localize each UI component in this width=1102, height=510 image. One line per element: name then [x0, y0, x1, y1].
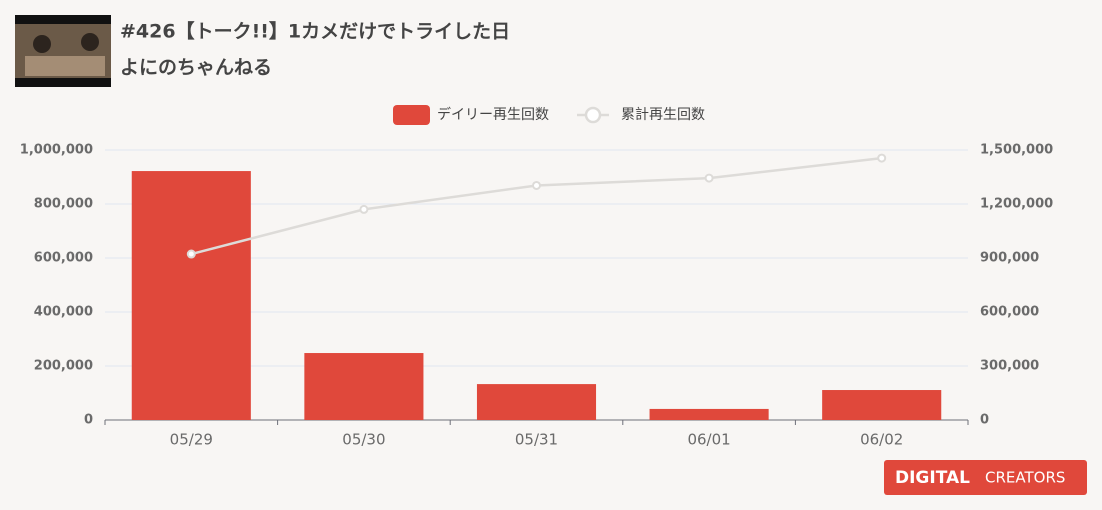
legend-label: デイリー再生回数: [437, 106, 549, 123]
logo-box: [884, 460, 1087, 495]
x-tick-label: 06/01: [687, 431, 730, 449]
y2-tick-label: 600,000: [980, 305, 1039, 320]
line-point: [359, 204, 369, 214]
x-tick-label: 05/30: [342, 431, 385, 449]
bar: [649, 408, 769, 420]
x-tick-label: 06/02: [860, 431, 903, 449]
bar: [131, 171, 251, 420]
x-tick-label: 05/31: [515, 431, 558, 449]
thumbnail-figure: [81, 33, 99, 51]
thumbnail-table: [25, 56, 105, 76]
y-tick-label: 0: [84, 413, 93, 428]
logo[interactable]: DIGITAL CREATORS: [884, 460, 1087, 495]
logo-sub: CREATORS: [985, 469, 1065, 487]
y-tick-label: 600,000: [34, 251, 93, 266]
y-tick-label: 1,000,000: [20, 143, 93, 158]
legend-swatch: [584, 106, 602, 124]
y-tick-label: 400,000: [34, 305, 93, 320]
y2-tick-label: 900,000: [980, 251, 1039, 266]
legend-label: 累計再生回数: [621, 107, 705, 123]
y2-tick-label: 0: [980, 413, 989, 428]
logo-brand: DIGITAL: [895, 468, 970, 488]
video-title: #426【トーク!!】1カメだけでトライした日: [120, 20, 510, 43]
legend-swatch: [393, 105, 430, 125]
thumbnail-figure: [33, 35, 51, 53]
bar: [822, 390, 942, 420]
chart: 0 200,000 400,000 600,000 800,000 1,000,000 0 3…: [20, 105, 1053, 449]
y2-tick-label: 300,000: [980, 359, 1039, 374]
bar: [304, 353, 424, 420]
y-tick-label: 800,000: [34, 197, 93, 212]
thumbnail[interactable]: [15, 15, 111, 87]
x-tick-label: 05/29: [170, 431, 213, 449]
y2-tick-label: 1,200,000: [980, 197, 1053, 212]
channel-name: よにのちゃんねる: [120, 57, 272, 79]
y-tick-label: 200,000: [34, 359, 93, 374]
line-point: [877, 153, 887, 163]
line-point: [704, 173, 714, 183]
line-point: [532, 180, 541, 190]
bar: [476, 384, 597, 420]
y2-tick-label: 1,500,000: [980, 143, 1053, 158]
line-point: [186, 249, 196, 259]
